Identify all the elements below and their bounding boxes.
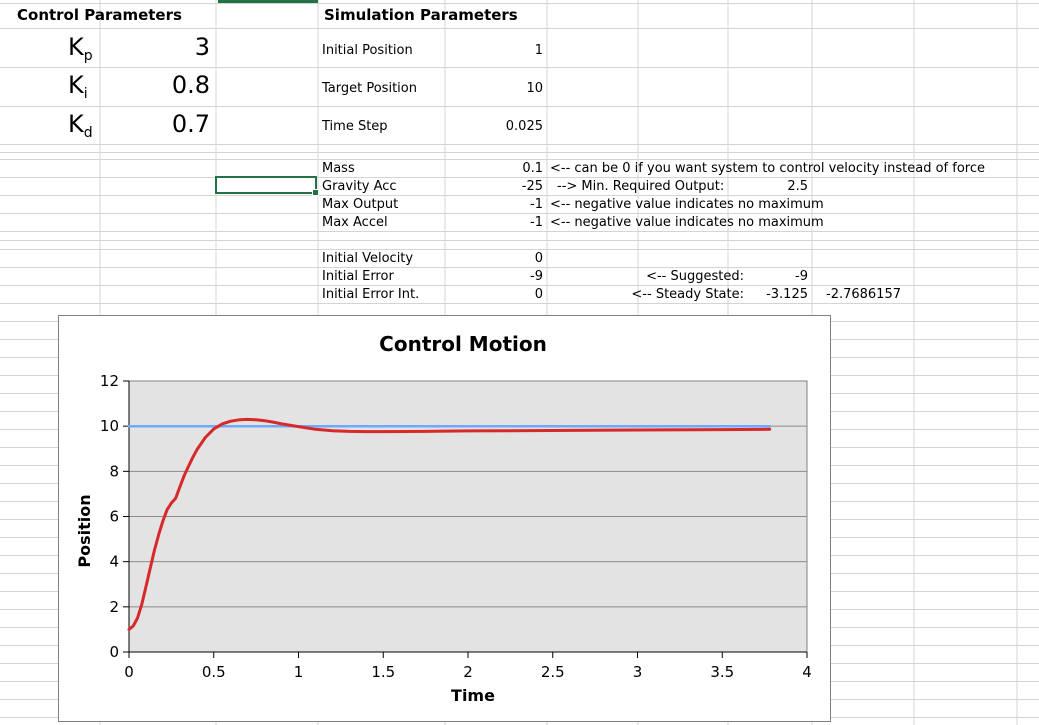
control-parameters-header: Control Parameters	[17, 6, 182, 24]
gravity-acc-label: Gravity Acc	[322, 179, 397, 194]
suggested-note: <-- Suggested:	[646, 269, 744, 284]
kp-value[interactable]: 3	[194, 33, 210, 61]
initial-error-value[interactable]: -9	[530, 269, 543, 284]
y-tick-label: 8	[109, 462, 119, 480]
x-tick-label: 2	[463, 663, 473, 681]
time-step-label: Time Step	[322, 119, 388, 134]
kd-symbol: Kd	[68, 110, 93, 141]
y-tick-label: 6	[109, 508, 119, 526]
mass-value[interactable]: 0.1	[522, 161, 543, 176]
selected-cell[interactable]	[215, 176, 319, 196]
x-tick-label: 4	[802, 663, 812, 681]
x-tick-label: 3.5	[710, 663, 734, 681]
kd-value[interactable]: 0.7	[171, 110, 210, 138]
max-accel-label: Max Accel	[322, 215, 388, 230]
steady-state-note: <-- Steady State:	[631, 287, 744, 302]
target-position-label: Target Position	[322, 81, 417, 96]
initial-position-value[interactable]: 1	[534, 43, 543, 58]
y-tick-label: 10	[100, 417, 119, 435]
ki-symbol: Ki	[68, 71, 88, 102]
max-output-label: Max Output	[322, 197, 399, 212]
x-tick-label: 0	[124, 663, 134, 681]
max-output-value[interactable]: -1	[530, 197, 543, 212]
y-tick-label: 0	[109, 643, 119, 661]
suggested-value[interactable]: -9	[795, 269, 808, 284]
y-tick-label: 4	[109, 553, 119, 571]
min-required-output-value[interactable]: 2.5	[787, 179, 808, 194]
max-accel-value[interactable]: -1	[530, 215, 543, 230]
chart-canvas: 0 2 4 6 8 10 12 0 0.5 1 1.5 2 2.5 3 3.5 4 Control Motio…	[75, 332, 812, 705]
simulation-parameters-header: Simulation Parameters	[324, 6, 518, 24]
x-tick-label: 1	[294, 663, 304, 681]
y-axis-title: Position	[75, 494, 94, 567]
steady-state-int-value[interactable]: -2.7686157	[826, 287, 901, 302]
control-motion-line[interactable]	[127, 417, 772, 631]
kp-symbol: Kp	[68, 33, 93, 64]
max-output-note: <-- negative value indicates no maximum	[550, 197, 824, 212]
max-accel-note: <-- negative value indicates no maximum	[550, 215, 824, 230]
x-tick-label: 1.5	[371, 663, 395, 681]
y-tick-label: 2	[109, 598, 119, 616]
initial-velocity-value[interactable]: 0	[534, 251, 543, 266]
mass-label: Mass	[322, 161, 355, 176]
y-tick-label: 12	[100, 372, 119, 390]
ki-value[interactable]: 0.8	[171, 71, 210, 99]
x-tick-label: 3	[633, 663, 643, 681]
time-step-value[interactable]: 0.025	[505, 119, 543, 134]
mass-note: <-- can be 0 if you want system to contr…	[550, 161, 985, 176]
gravity-acc-value[interactable]: -25	[521, 179, 543, 194]
initial-velocity-label: Initial Velocity	[322, 251, 414, 266]
chart-title: Control Motion	[379, 332, 547, 356]
initial-error-label: Initial Error	[322, 269, 394, 284]
initial-error-int-label: Initial Error Int.	[322, 287, 420, 302]
initial-error-int-value[interactable]: 0	[534, 287, 543, 302]
x-tick-label: 2.5	[541, 663, 565, 681]
steady-state-value[interactable]: -3.125	[766, 287, 808, 302]
x-axis-title: Time	[451, 686, 495, 705]
x-tick-label: 0.5	[202, 663, 226, 681]
chart-control-motion[interactable]: 0 2 4 6 8 10 12 0 0.5 1 1.5 2 2.5 3 3.5 4 Control Motio…	[58, 315, 831, 722]
gravity-acc-note: --> Min. Required Output:	[557, 179, 725, 194]
active-column-indicator	[218, 0, 318, 3]
initial-position-label: Initial Position	[322, 43, 413, 58]
target-position-value[interactable]: 10	[526, 81, 543, 96]
